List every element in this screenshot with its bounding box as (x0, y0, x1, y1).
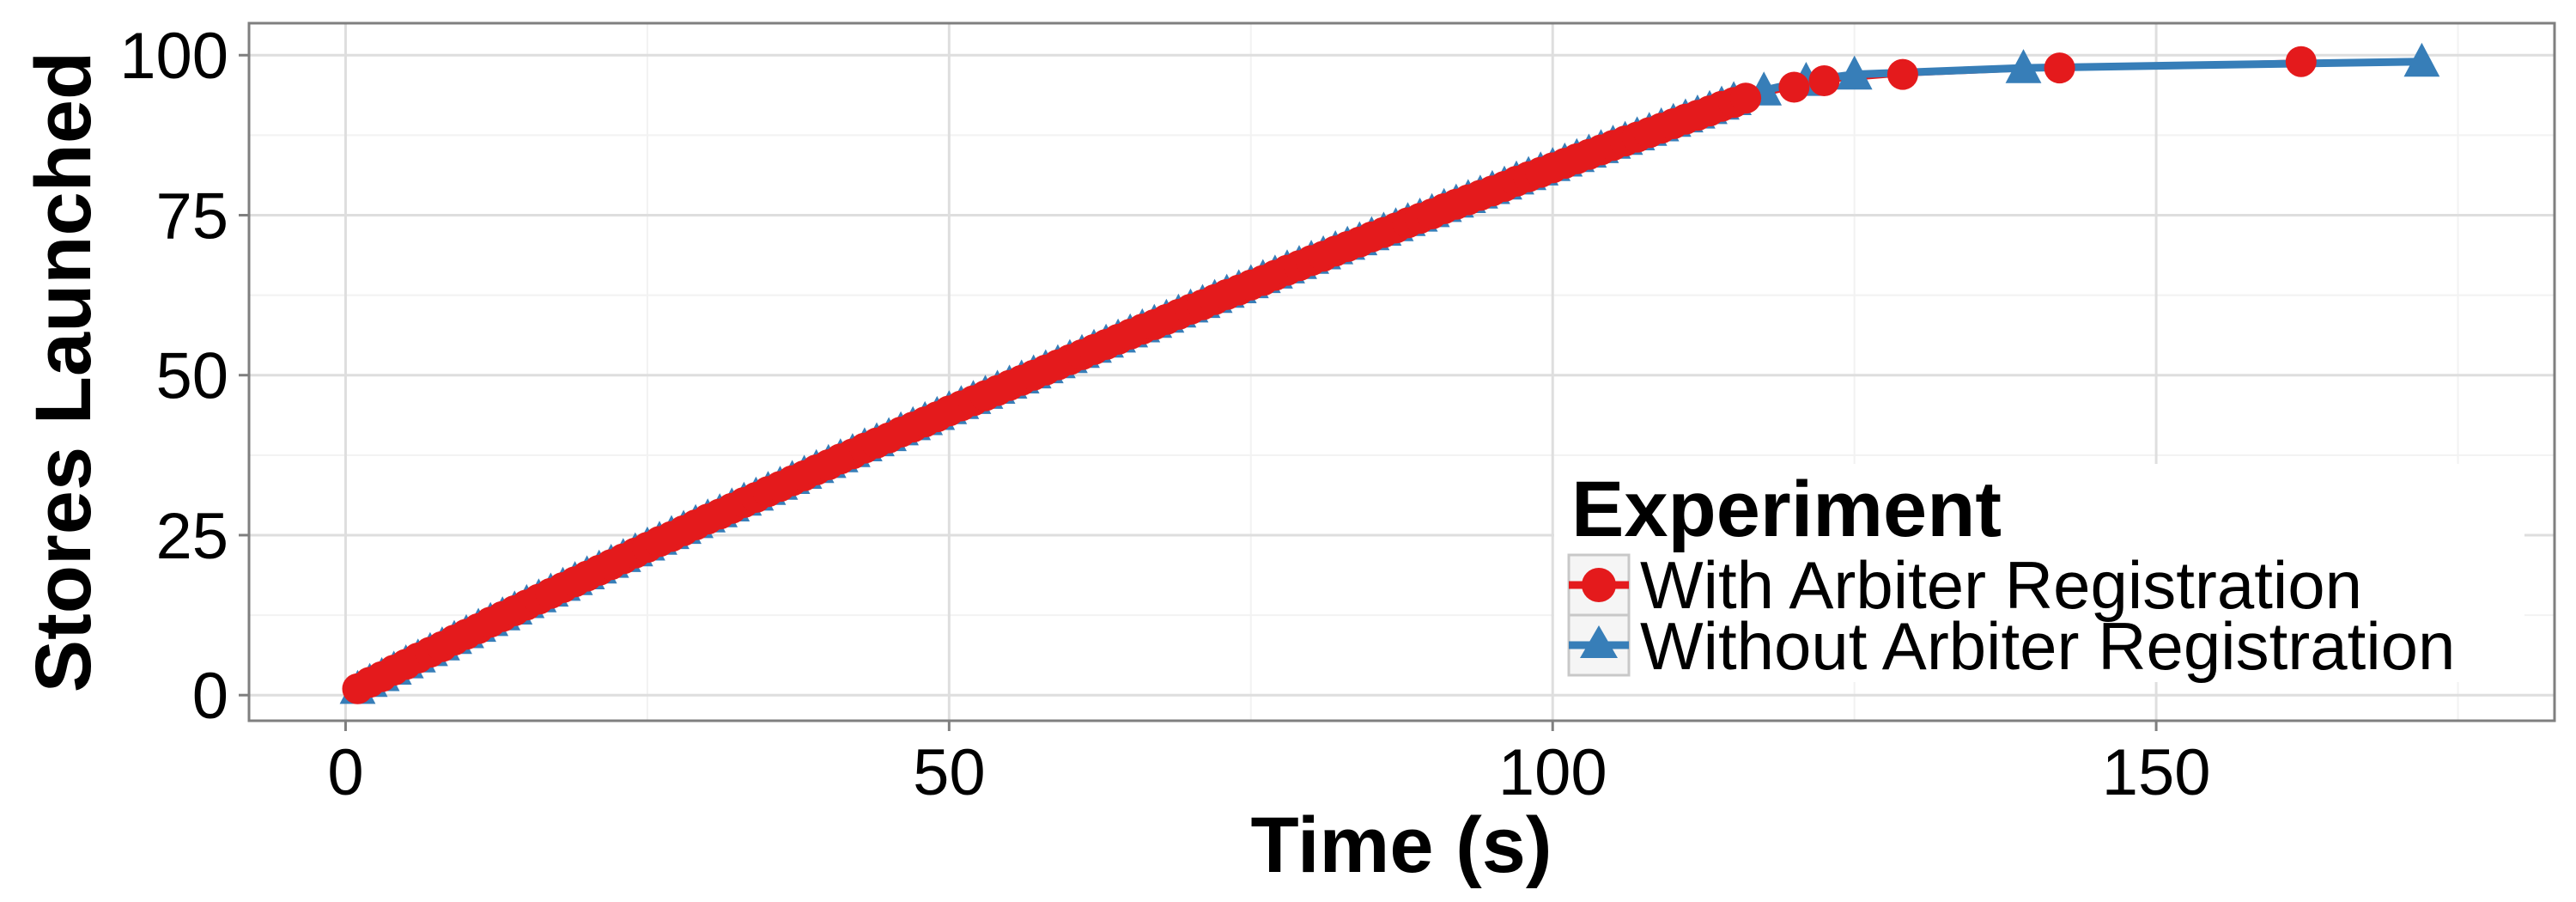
legend-key-marker-without (1580, 625, 1618, 658)
y-tick-label: 25 (155, 500, 228, 573)
x-tick-label: 150 (2102, 736, 2211, 809)
data-point-circle (1886, 58, 1918, 90)
y-axis-title: Stores Launched (20, 52, 107, 692)
data-point-circle (2044, 52, 2075, 84)
legend-key-marker-with (1582, 568, 1616, 602)
legend-label-without: Without Arbiter Registration (1640, 608, 2455, 684)
y-tick-label: 50 (155, 340, 228, 413)
data-point-circle (1730, 82, 1762, 114)
data-point-circle (1778, 71, 1810, 103)
data-point-circle (1808, 65, 1840, 96)
data-point-triangle (2403, 42, 2440, 77)
x-tick-label: 50 (913, 736, 986, 809)
x-axis-title: Time (s) (1250, 801, 1552, 889)
legend-label-with: With Arbiter Registration (1640, 547, 2362, 623)
plot-border (247, 21, 2556, 722)
y-tick-label: 75 (155, 180, 228, 253)
axis-ticks: 0 50 100 150 0 25 50 75 100 (119, 20, 2210, 809)
legend-title: Experiment (1571, 466, 2002, 553)
y-tick-label: 0 (192, 660, 228, 733)
x-tick-label: 0 (327, 736, 363, 809)
y-tick-label: 100 (119, 20, 228, 93)
data-point-circle (2285, 46, 2317, 77)
series-markers-with (342, 46, 2317, 704)
legend: Experiment With Arbiter Registration Wit… (1554, 464, 2524, 684)
legend-background (1554, 464, 2524, 682)
data-point-triangle (2005, 49, 2042, 83)
x-tick-label: 100 (1498, 736, 1607, 809)
data-point-triangle (1836, 55, 1873, 90)
grid-lines (249, 23, 2555, 721)
data-series (339, 42, 2440, 704)
